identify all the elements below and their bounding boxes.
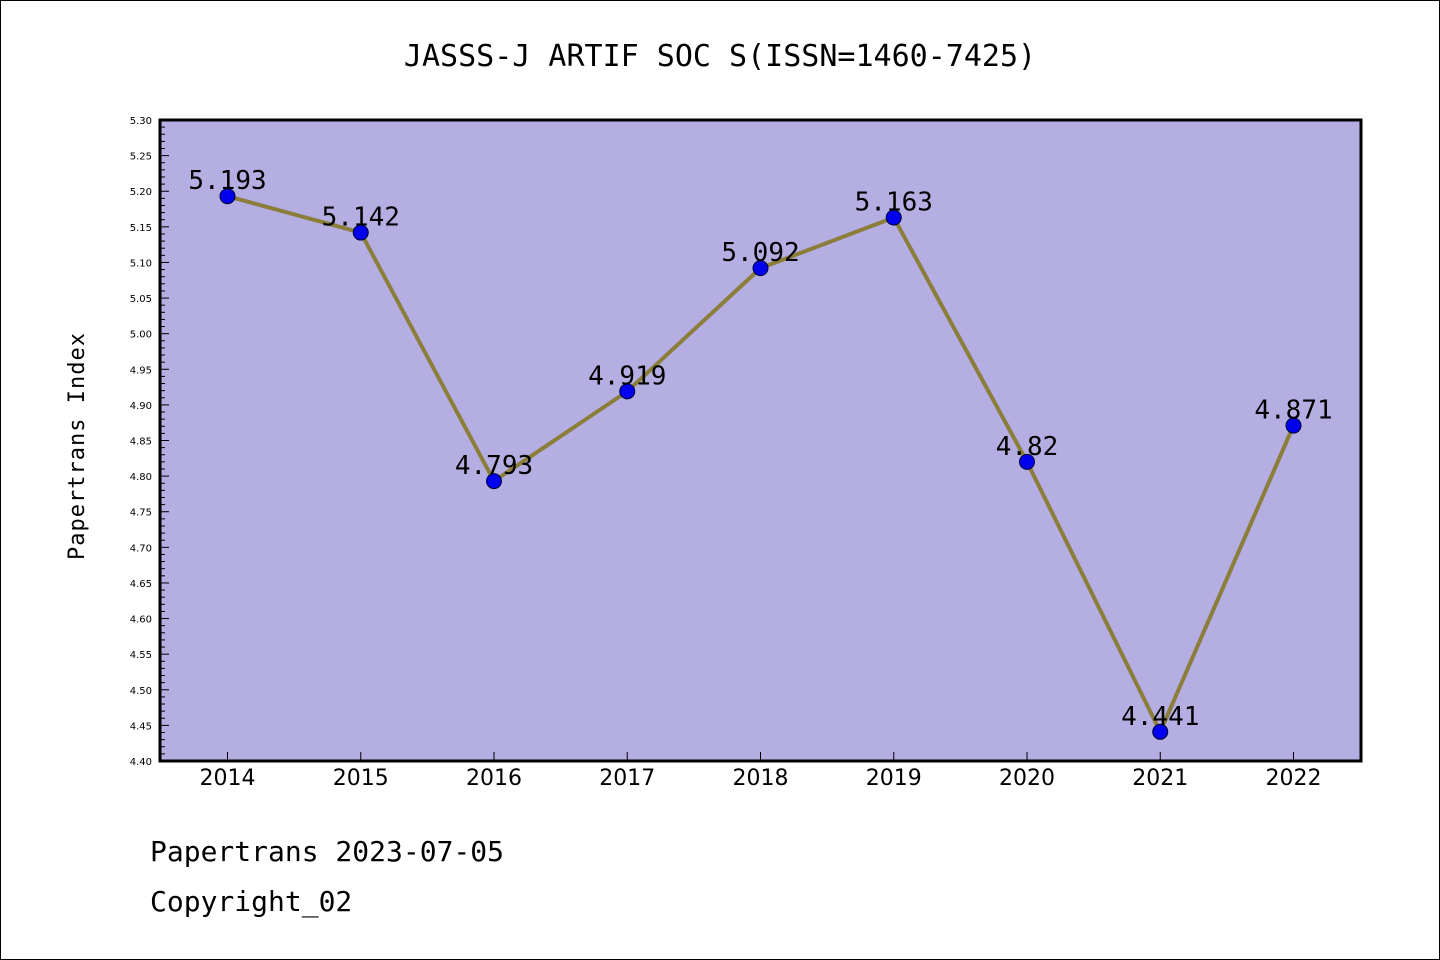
y-tick-label: 5.30 (130, 116, 152, 127)
data-label: 4.82 (996, 432, 1059, 462)
x-tick-label: 2021 (1132, 766, 1188, 791)
x-axis: 2014 2015 2016 2017 2018 2019 2020 2021 2022 (200, 752, 1322, 791)
data-label: 4.441 (1121, 702, 1199, 732)
y-tick-label: 5.05 (130, 294, 152, 305)
data-label: 4.793 (455, 451, 533, 481)
data-label: 5.163 (855, 188, 933, 218)
y-tick-label: 5.00 (130, 330, 152, 341)
data-label: 4.919 (588, 361, 666, 391)
data-point (752, 260, 769, 277)
x-tick-label: 2016 (466, 766, 522, 791)
data-point (219, 188, 236, 205)
y-axis: 4.40 4.45 4.50 4.55 4.60 4.65 4.70 4.75 4.80 4.85… (130, 116, 169, 768)
x-tick-label: 2022 (1266, 766, 1322, 791)
y-tick-label: 5.15 (130, 223, 152, 234)
series-group: 5.193 5.142 4.793 4.919 5.092 5.163 4.82 4.441 4… (188, 166, 1333, 740)
data-label: 4.871 (1254, 396, 1332, 426)
y-tick-label: 4.70 (130, 543, 152, 554)
y-tick-label: 4.40 (130, 757, 152, 768)
y-tick-label: 4.60 (130, 615, 152, 626)
data-point (1019, 453, 1035, 470)
data-label: 5.193 (188, 166, 266, 196)
footer-copyright: Copyright_02 (150, 885, 353, 918)
y-tick-label: 5.10 (130, 258, 152, 269)
x-tick-label: 2018 (733, 766, 789, 791)
y-tick-label: 5.20 (130, 187, 152, 198)
y-tick-label: 4.90 (130, 401, 152, 412)
plot-border (158, 118, 1363, 763)
data-point (352, 224, 369, 241)
y-axis-label: Papertrans Index (65, 332, 90, 560)
footer-date: Papertrans 2023-07-05 (150, 835, 505, 868)
data-point (885, 209, 902, 226)
data-label: 5.142 (322, 203, 400, 233)
chart-title: JASSS-J ARTIF SOC S(ISSN=1460-7425) (404, 39, 1036, 74)
y-tick-label: 4.95 (130, 365, 152, 376)
data-point (486, 473, 502, 490)
y-tick-label: 4.50 (130, 686, 152, 697)
x-tick-label: 2020 (999, 766, 1055, 791)
y-tick-label: 4.65 (130, 579, 152, 590)
y-tick-label: 4.75 (130, 508, 152, 519)
y-tick-label: 4.85 (130, 437, 152, 448)
data-point (1152, 723, 1169, 740)
data-point (619, 383, 636, 400)
x-tick-label: 2019 (866, 766, 922, 791)
data-label: 5.092 (721, 238, 799, 268)
y-tick-label: 4.55 (130, 650, 152, 661)
x-tick-label: 2017 (599, 766, 655, 791)
data-point (1285, 417, 1302, 434)
y-tick-label: 5.25 (130, 152, 152, 163)
y-tick-label: 4.45 (130, 721, 152, 732)
x-tick-label: 2014 (200, 766, 256, 791)
x-tick-label: 2015 (333, 766, 389, 791)
y-tick-label: 4.80 (130, 472, 152, 483)
